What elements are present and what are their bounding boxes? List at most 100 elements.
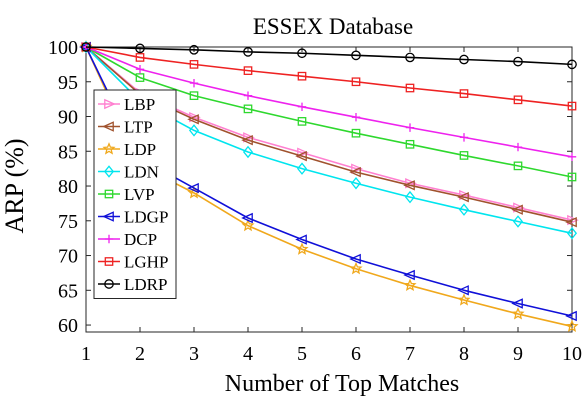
data-point-lbp	[351, 163, 363, 174]
legend-marker	[104, 98, 116, 110]
x-tick-label: 1	[81, 343, 91, 365]
data-point-lghp	[513, 95, 523, 105]
series-line-lghp	[85, 46, 573, 107]
series-lghp	[81, 42, 577, 111]
data-point-lghp	[405, 83, 415, 93]
x-tick-label: 9	[513, 343, 523, 365]
data-point-lvp	[189, 91, 199, 101]
y-tick-label: 100	[48, 37, 78, 59]
data-point-dcp	[459, 133, 469, 142]
x-tick-label: 10	[562, 343, 582, 365]
data-point-ldgp	[241, 212, 253, 224]
data-point-lvp	[567, 172, 577, 182]
legend-marker	[104, 257, 114, 266]
data-point-ldn	[350, 177, 362, 190]
y-tick-label: 95	[58, 72, 78, 94]
data-point-lghp	[351, 77, 361, 87]
data-point-ldgp	[457, 285, 469, 296]
data-point-ltp	[457, 191, 469, 203]
y-axis-label: ARP (%)	[0, 138, 29, 233]
data-point-dcp	[351, 113, 361, 122]
data-point-ltp	[349, 166, 361, 178]
data-point-ldp	[403, 278, 417, 291]
legend-label: LGHP	[124, 253, 168, 272]
data-point-dcp	[513, 142, 523, 152]
y-tick-label: 60	[58, 315, 78, 337]
x-tick-label: 5	[297, 343, 307, 365]
y-tick-label: 90	[58, 107, 78, 129]
data-point-ldn	[512, 215, 524, 228]
data-point-lvp	[351, 128, 361, 138]
data-point-ldn	[188, 124, 200, 137]
data-point-ldp	[457, 293, 471, 306]
data-point-ldrp	[81, 42, 91, 52]
data-point-ldrp	[567, 59, 577, 70]
x-axis-label: Number of Top Matches	[225, 371, 460, 397]
legend-item-dcp: DCP	[98, 230, 157, 249]
data-point-lghp	[297, 71, 307, 81]
data-point-ldrp	[351, 50, 361, 61]
series-line-lvp	[85, 46, 573, 178]
legend-label: LDGP	[124, 208, 168, 227]
legend-marker	[102, 211, 114, 222]
x-tick-label: 4	[243, 343, 253, 365]
legend-label: LDN	[124, 163, 159, 182]
data-point-ldrp	[459, 54, 469, 65]
y-tick-label: 65	[58, 280, 78, 302]
data-point-ldrp	[513, 56, 523, 67]
data-point-lvp	[297, 117, 307, 126]
data-point-ldn	[404, 190, 416, 204]
legend-item-lbp: LBP	[98, 95, 155, 114]
legend-label: LDP	[124, 140, 156, 159]
legend-label: LDRP	[124, 275, 167, 294]
data-point-lghp	[243, 66, 253, 75]
legend-marker	[104, 189, 114, 199]
data-point-lghp	[189, 60, 199, 69]
legend-item-ldrp: LDRP	[98, 275, 167, 294]
data-point-ltp	[187, 114, 199, 125]
legend-marker	[104, 279, 114, 289]
chart-title: ESSEX Database	[253, 14, 413, 39]
data-point-lvp	[243, 104, 253, 114]
y-tick-label: 85	[58, 141, 78, 163]
legend-item-lghp: LGHP	[98, 253, 168, 272]
data-point-ldrp	[405, 52, 415, 63]
plot-frame	[85, 46, 573, 333]
data-point-lbp	[567, 214, 579, 226]
data-point-ldgp	[187, 182, 199, 194]
legend-item-ldgp: LDGP	[98, 208, 168, 227]
legend-marker	[104, 234, 114, 244]
data-point-ltp	[565, 216, 577, 228]
series-dcp	[81, 42, 577, 162]
data-point-ldgp	[511, 298, 523, 309]
y-tick-label: 80	[58, 176, 78, 198]
data-point-lvp	[135, 73, 145, 82]
data-point-dcp	[135, 65, 145, 74]
data-point-ldn	[566, 227, 578, 240]
legend-marker	[102, 121, 114, 132]
legend-label: LVP	[124, 185, 155, 204]
legend-label: LBP	[124, 95, 155, 114]
data-point-lbp	[297, 147, 309, 158]
data-point-dcp	[297, 102, 307, 111]
x-tick-label: 2	[135, 343, 145, 365]
data-point-ldrp	[135, 43, 145, 54]
legend-item-ltp: LTP	[98, 118, 153, 137]
legend: LBP LTP LDP LDN LVP LDGP DCP LGHP LDRP	[93, 89, 177, 299]
data-point-ldp	[349, 261, 363, 275]
data-point-ldgp	[403, 269, 415, 281]
data-point-lvp	[513, 161, 523, 171]
data-point-lghp	[567, 101, 577, 111]
x-tick-label: 7	[405, 343, 415, 365]
data-point-ldp	[241, 218, 255, 232]
data-point-ldn	[296, 162, 308, 175]
data-point-ldrp	[243, 47, 253, 57]
data-point-ldp	[565, 319, 579, 333]
data-point-dcp	[243, 91, 253, 100]
data-point-lghp	[459, 89, 469, 98]
data-point-ldgp	[295, 234, 307, 245]
y-tick-label: 70	[58, 246, 78, 268]
data-point-lghp	[135, 53, 145, 62]
data-point-lvp	[459, 151, 469, 160]
